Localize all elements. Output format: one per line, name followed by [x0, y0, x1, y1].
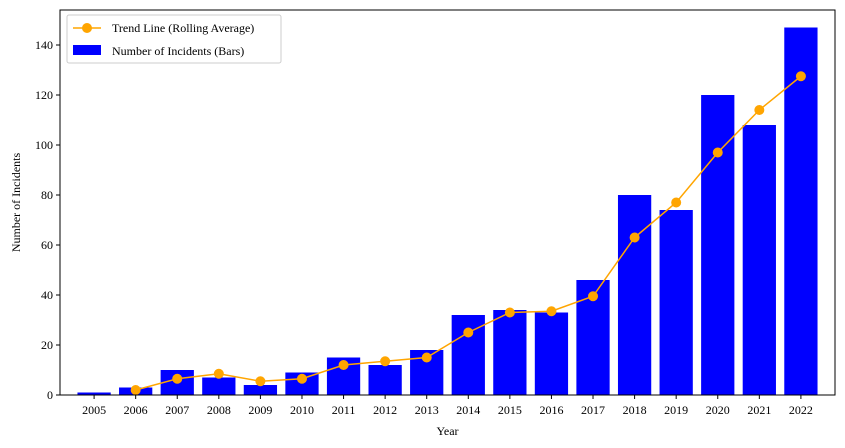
trend-point-2011 — [338, 360, 349, 370]
bar-2019 — [659, 210, 693, 395]
x-tick-label-2006: 2006 — [124, 403, 148, 417]
x-axis: 2005 2006 2007 2008 2009 2010 2011 2012 2013 2014… — [82, 395, 813, 417]
x-tick-label-2022: 2022 — [789, 403, 813, 417]
bar-2016 — [534, 312, 569, 395]
bar-2021 — [742, 125, 776, 395]
trend-point-2015 — [504, 307, 515, 318]
y-axis-label: Number of Incidents — [9, 153, 23, 253]
x-tick-label-2010: 2010 — [290, 403, 314, 417]
legend-trend-swatch-marker — [82, 23, 92, 33]
legend-bar-swatch — [73, 45, 101, 55]
plot-frame — [59, 9, 836, 396]
bar-2005 — [77, 392, 111, 395]
x-tick-label-2020: 2020 — [706, 403, 730, 417]
trend-point-2006 — [130, 385, 141, 395]
trend-series — [130, 71, 806, 395]
trend-point-2008 — [213, 368, 224, 379]
y-tick-label-80: 80 — [41, 188, 53, 202]
bar-2012 — [368, 365, 402, 395]
x-tick-label-2019: 2019 — [664, 403, 688, 417]
bar-2008 — [202, 377, 236, 395]
x-tick-label-2008: 2008 — [207, 403, 231, 417]
trend-point-2016 — [546, 306, 557, 317]
trend-point-2012 — [380, 356, 391, 367]
x-tick-label-2011: 2011 — [332, 403, 356, 417]
x-tick-label-2007: 2007 — [165, 403, 189, 417]
y-tick-label-100: 100 — [35, 138, 53, 152]
bar-2022 — [784, 27, 818, 395]
x-tick-label-2021: 2021 — [747, 403, 771, 417]
x-tick-label-2013: 2013 — [415, 403, 439, 417]
y-axis: 0 20 40 60 80 100 120 140 — [35, 38, 60, 402]
trend-point-2020 — [712, 147, 723, 158]
x-tick-label-2016: 2016 — [539, 403, 563, 417]
trend-point-2009 — [255, 376, 266, 387]
x-tick-label-2012: 2012 — [373, 403, 397, 417]
y-tick-label-120: 120 — [35, 88, 53, 102]
legend-box — [66, 14, 282, 64]
trend-point-2010 — [296, 373, 307, 384]
x-tick-label-2015: 2015 — [498, 403, 522, 417]
trend-point-2017 — [588, 291, 599, 302]
trend-point-2007 — [172, 373, 183, 384]
trend-point-2013 — [421, 352, 432, 363]
bar-2009 — [243, 385, 278, 395]
trend-point-2019 — [671, 197, 682, 208]
bar-series — [77, 27, 818, 395]
trend-point-2014 — [463, 327, 474, 338]
x-axis-label: Year — [436, 424, 458, 438]
x-tick-label-2005: 2005 — [82, 403, 106, 417]
y-tick-label-140: 140 — [35, 38, 53, 52]
bar-2018 — [617, 195, 652, 395]
x-tick-label-2018: 2018 — [623, 403, 647, 417]
y-tick-label-0: 0 — [47, 388, 53, 402]
y-tick-label-60: 60 — [41, 238, 53, 252]
trend-point-2018 — [629, 232, 640, 243]
x-tick-label-2017: 2017 — [581, 403, 605, 417]
bar-2020 — [701, 95, 735, 395]
legend-trend-label: Trend Line (Rolling Average) — [112, 21, 254, 35]
legend-bar-label: Number of Incidents (Bars) — [112, 44, 244, 58]
trend-point-2022 — [795, 71, 806, 82]
x-tick-label-2009: 2009 — [248, 403, 272, 417]
y-tick-label-20: 20 — [41, 338, 53, 352]
legend: Trend Line (Rolling Average) Number of I… — [66, 14, 282, 64]
y-tick-label-40: 40 — [41, 288, 53, 302]
bar-2015 — [493, 310, 527, 395]
trend-point-2021 — [754, 105, 765, 115]
x-tick-label-2014: 2014 — [456, 403, 480, 417]
